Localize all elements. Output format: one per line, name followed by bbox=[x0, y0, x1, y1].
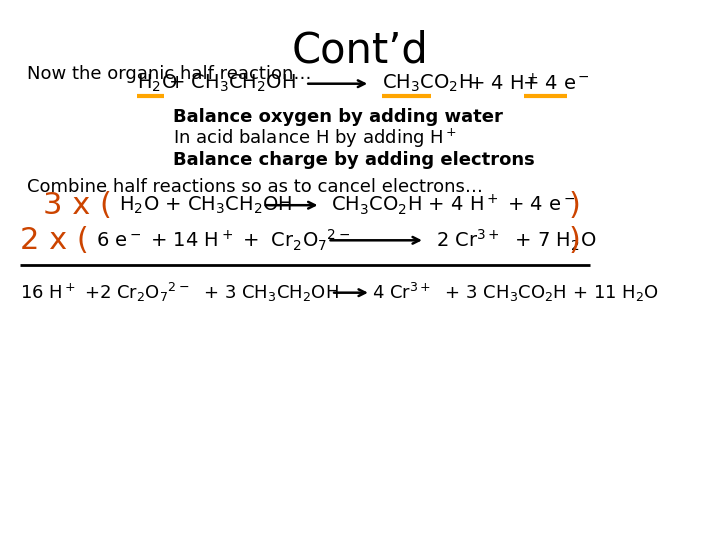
Text: Balance oxygen by adding water: Balance oxygen by adding water bbox=[173, 108, 503, 126]
Text: Cont’d: Cont’d bbox=[292, 30, 428, 72]
Text: + 4 H$^+$: + 4 H$^+$ bbox=[468, 73, 539, 94]
Text: ): ) bbox=[569, 226, 580, 255]
Text: 2 x (: 2 x ( bbox=[20, 226, 89, 255]
Text: Combine half reactions so as to cancel electrons…: Combine half reactions so as to cancel e… bbox=[27, 178, 483, 196]
Text: 3 x (: 3 x ( bbox=[43, 191, 112, 220]
Text: 2 Cr$^{3+}$  + 7 H$_2$O: 2 Cr$^{3+}$ + 7 H$_2$O bbox=[436, 228, 596, 253]
Text: CH$_3$CO$_2$H + 4 H$^+$ + 4 e$^-$: CH$_3$CO$_2$H + 4 H$^+$ + 4 e$^-$ bbox=[331, 193, 576, 218]
Text: In acid balance H by adding H$^+$: In acid balance H by adding H$^+$ bbox=[173, 127, 456, 150]
Text: + CH$_3$CH$_2$OH: + CH$_3$CH$_2$OH bbox=[168, 73, 296, 94]
Text: CH$_3$CO$_2$H: CH$_3$CO$_2$H bbox=[382, 73, 472, 94]
Text: H$_2$O: H$_2$O bbox=[137, 73, 177, 94]
Text: Balance charge by adding electrons: Balance charge by adding electrons bbox=[173, 151, 534, 169]
Text: H$_2$O + CH$_3$CH$_2$OH: H$_2$O + CH$_3$CH$_2$OH bbox=[119, 194, 292, 216]
Text: 16 H$^+$ +2 Cr$_2$O$_7$$^{2-}$  + 3 CH$_3$CH$_2$OH: 16 H$^+$ +2 Cr$_2$O$_7$$^{2-}$ + 3 CH$_3… bbox=[20, 281, 339, 304]
Text: + 4 e$^-$: + 4 e$^-$ bbox=[522, 74, 590, 93]
Text: ): ) bbox=[569, 191, 580, 220]
Text: Now the organic half reaction…: Now the organic half reaction… bbox=[27, 65, 312, 83]
Text: 6 e$^-$ + 14 H$^+$ +  Cr$_2$O$_7$$^{2-}$: 6 e$^-$ + 14 H$^+$ + Cr$_2$O$_7$$^{2-}$ bbox=[96, 228, 350, 253]
Text: 4 Cr$^{3+}$  + 3 CH$_3$CO$_2$H + 11 H$_2$O: 4 Cr$^{3+}$ + 3 CH$_3$CO$_2$H + 11 H$_2$… bbox=[372, 281, 660, 304]
